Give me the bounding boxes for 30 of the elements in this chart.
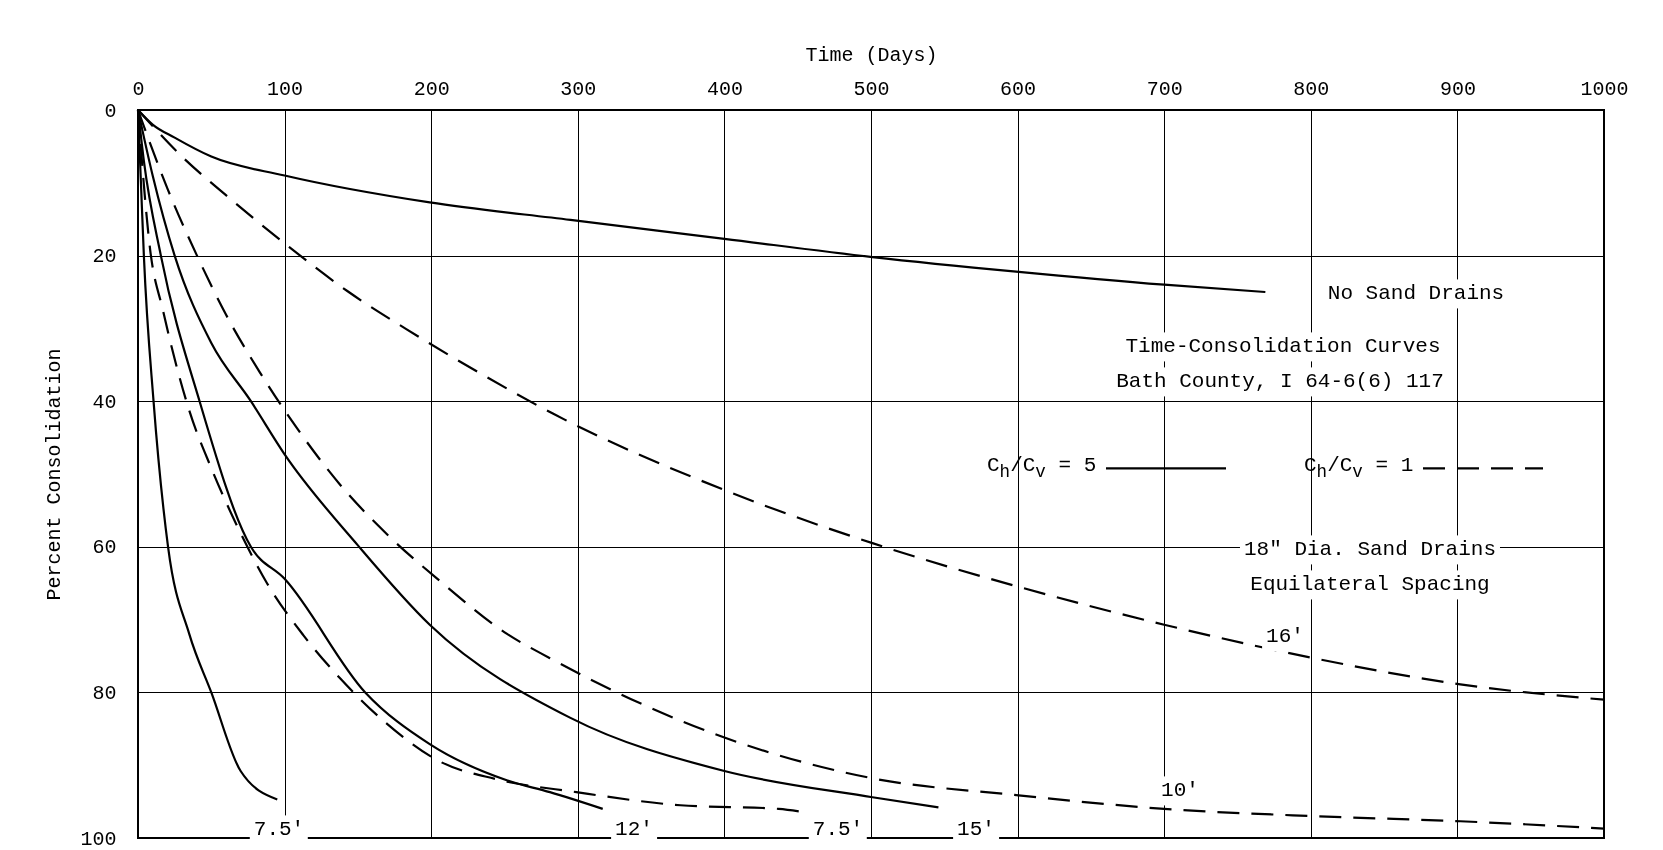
annotation: 15': [953, 815, 999, 845]
y-tick-label: 60: [92, 536, 117, 560]
annotation: 10': [1157, 776, 1203, 806]
y-tick-label: 100: [80, 827, 117, 850]
y-axis-title: Percent Consolidation: [43, 348, 67, 601]
y-tick-label: 80: [92, 681, 117, 705]
annotation: 16': [1262, 622, 1308, 652]
x-tick-label: 500: [853, 77, 890, 101]
annotation: Time-Consolidation Curves: [1121, 332, 1445, 362]
x-tick-label: 400: [706, 77, 743, 101]
annotation: 7.5': [249, 815, 309, 845]
x-tick-label: 200: [413, 77, 450, 101]
x-axis-title: Time (Days): [805, 43, 938, 67]
x-tick-label: 900: [1439, 77, 1476, 101]
annotation: Equilateral Spacing: [1246, 570, 1494, 600]
annotation: 12': [611, 815, 657, 845]
x-tick-label: 0: [132, 77, 145, 101]
x-tick-label: 300: [560, 77, 597, 101]
y-tick-label: 40: [92, 390, 117, 414]
x-tick-label: 800: [1293, 77, 1330, 101]
annotation: 18" Dia. Sand Drains: [1239, 535, 1501, 565]
annotation: Bath County, I 64-6(6) 117: [1112, 367, 1448, 397]
x-tick-label: 600: [1000, 77, 1037, 101]
annotation: 7.5': [808, 815, 868, 845]
y-tick-label: 20: [92, 245, 117, 269]
x-tick-label: 1000: [1580, 77, 1629, 101]
x-tick-label: 100: [267, 77, 304, 101]
x-tick-label: 700: [1146, 77, 1183, 101]
annotation: No Sand Drains: [1323, 279, 1509, 309]
y-tick-label: 0: [104, 99, 117, 123]
